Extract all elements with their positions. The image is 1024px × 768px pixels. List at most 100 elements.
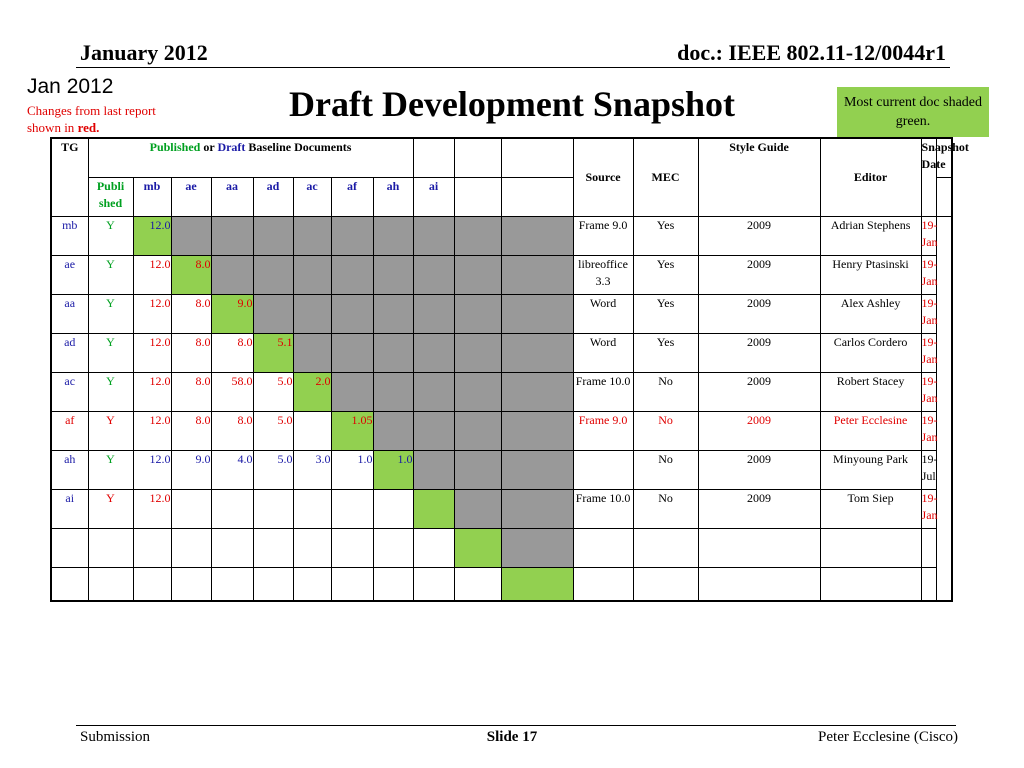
empty-cell	[500, 567, 574, 602]
version-cell: 8.0	[170, 255, 212, 295]
empty-cell	[500, 411, 574, 451]
version-cell: 12.0	[132, 372, 172, 412]
empty-cell	[412, 411, 455, 451]
col-header-mb: mb	[132, 177, 172, 217]
empty-cell	[252, 216, 294, 256]
editor-header: Editor	[819, 137, 922, 217]
version-cell: 1.0	[330, 450, 374, 490]
blank-cell	[935, 177, 953, 217]
editor-cell: Peter Ecclesine	[819, 411, 922, 451]
empty-cell	[292, 255, 332, 295]
empty-cell	[697, 528, 821, 568]
version-cell: 8.0	[170, 372, 212, 412]
empty-cell	[330, 528, 374, 568]
snapshot-date-cell: 19-Jan	[920, 255, 938, 295]
empty-cell	[819, 567, 922, 602]
or-word: or	[200, 140, 218, 154]
empty-cell	[453, 333, 502, 373]
tg-cell: mb	[50, 216, 89, 256]
published-cell: Y	[87, 411, 134, 451]
changes-note-text: Changes from last report shown in	[27, 103, 156, 135]
published-cell: Y	[87, 333, 134, 373]
blank-cell	[453, 177, 502, 217]
empty-cell	[330, 255, 374, 295]
mec-cell: No	[632, 489, 699, 529]
empty-cell	[372, 411, 414, 451]
empty-cell	[210, 567, 254, 602]
empty-cell	[170, 489, 212, 529]
empty-cell	[372, 372, 414, 412]
snapshot-date-cell: 19-Jul	[920, 450, 938, 490]
editor-cell: Henry Ptasinski	[819, 255, 922, 295]
empty-cell	[920, 567, 938, 602]
empty-cell	[412, 255, 455, 295]
source-cell: Frame 10.0	[572, 489, 634, 529]
baseline-header: Published or Draft Baseline Documents	[87, 137, 414, 178]
empty-cell	[372, 294, 414, 334]
empty-cell	[292, 411, 332, 451]
empty-cell	[500, 489, 574, 529]
tg-cell: aa	[50, 294, 89, 334]
version-cell: 5.0	[252, 450, 294, 490]
empty-cell	[132, 528, 172, 568]
empty-cell	[210, 216, 254, 256]
empty-row	[50, 567, 952, 602]
version-cell: 9.0	[170, 450, 212, 490]
col-header-ae: ae	[170, 177, 212, 217]
style-guide-header: Style Guide	[697, 137, 821, 217]
snapshot-table: TG Published or Draft Baseline Documents…	[50, 137, 969, 602]
mec-cell: Yes	[632, 216, 699, 256]
empty-cell	[372, 528, 414, 568]
empty-cell	[372, 216, 414, 256]
source-cell: Frame 9.0	[572, 411, 634, 451]
green-note: Most current doc shaded green.	[837, 87, 989, 137]
table-row: ae Y 12.0 8.0 libreoffice 3.3 Yes 2009 Henry Pt…	[50, 255, 952, 295]
empty-cell	[372, 489, 414, 529]
published-word: Published	[149, 140, 201, 154]
mec-cell: No	[632, 450, 699, 490]
empty-cell	[210, 489, 254, 529]
empty-row	[50, 528, 952, 568]
version-cell: 4.0	[210, 450, 254, 490]
empty-cell	[87, 528, 134, 568]
mec-cell: Yes	[632, 255, 699, 295]
tg-cell: ac	[50, 372, 89, 412]
editor-cell: Robert Stacey	[819, 372, 922, 412]
published-cell: Y	[87, 255, 134, 295]
published-cell: Y	[87, 294, 134, 334]
empty-cell	[819, 528, 922, 568]
tg-cell: ah	[50, 450, 89, 490]
mec-cell: Yes	[632, 294, 699, 334]
mec-cell: No	[632, 372, 699, 412]
empty-cell	[453, 255, 502, 295]
header-date: January 2012	[80, 40, 208, 65]
tg-cell: ad	[50, 333, 89, 373]
version-cell: 12.0	[132, 450, 172, 490]
empty-cell	[170, 567, 212, 602]
empty-cell	[330, 294, 374, 334]
empty-cell	[453, 489, 502, 529]
empty-cell	[572, 528, 634, 568]
empty-cell	[292, 216, 332, 256]
empty-cell	[330, 216, 374, 256]
empty-cell	[632, 528, 699, 568]
changes-note: Changes from last report shown in red.	[27, 102, 177, 136]
col-header-ad: ad	[252, 177, 294, 217]
empty-cell	[453, 372, 502, 412]
version-cell: 2.0	[292, 372, 332, 412]
version-cell: 5.0	[252, 411, 294, 451]
editor-cell: Adrian Stephens	[819, 216, 922, 256]
empty-cell	[210, 528, 254, 568]
empty-cell	[372, 333, 414, 373]
empty-cell	[252, 567, 294, 602]
empty-cell	[292, 294, 332, 334]
style-guide-cell: 2009	[697, 255, 821, 295]
snapshot-date-header: Snapshot Date	[920, 137, 969, 217]
version-cell: 8.0	[170, 411, 212, 451]
baseline-word: Baseline Documents	[245, 140, 352, 154]
snapshot-date-cell: 19-Jan	[920, 411, 938, 451]
version-cell: 9.0	[210, 294, 254, 334]
empty-cell	[50, 567, 89, 602]
page-title: Draft Development Snapshot	[289, 84, 735, 124]
tg-cell: ae	[50, 255, 89, 295]
